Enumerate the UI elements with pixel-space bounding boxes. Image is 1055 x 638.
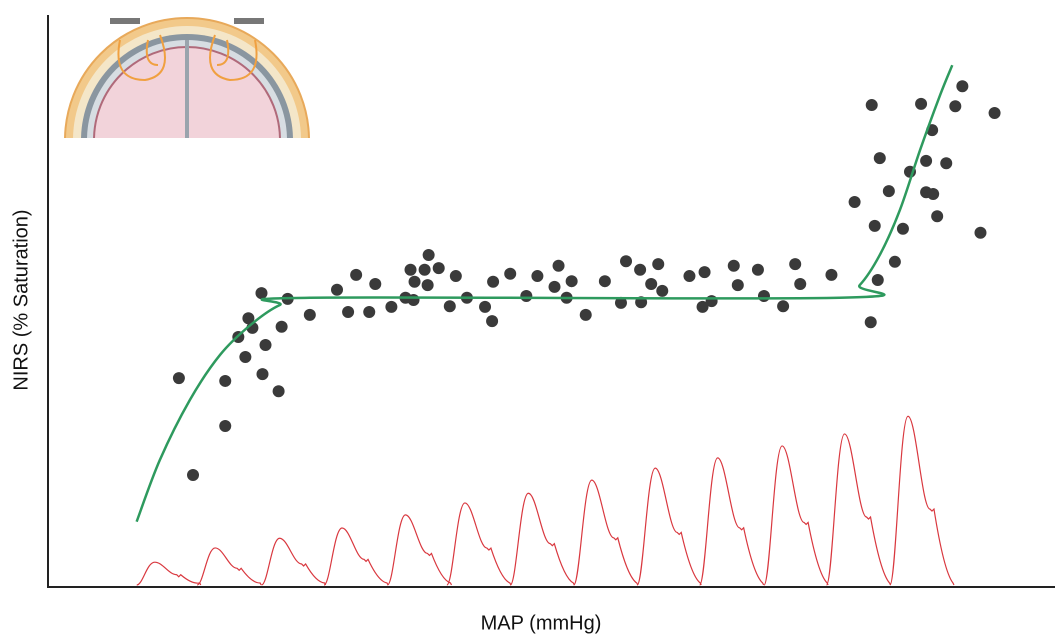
scatter-point [363, 305, 376, 318]
scatter-point [727, 259, 740, 272]
scatter-point [385, 300, 398, 313]
scatter-point [187, 468, 200, 481]
scatter-point [239, 351, 252, 363]
scatter-point [350, 268, 363, 281]
scatter-point [620, 255, 633, 268]
scatter-point [705, 295, 718, 308]
scatter-point [731, 279, 744, 292]
scatter-point [443, 300, 456, 313]
scatter-point [486, 315, 499, 328]
pulse-wave [573, 479, 639, 586]
scatter-point [974, 226, 987, 239]
scatter-point [940, 157, 953, 170]
pulse-wave [889, 415, 955, 586]
scatter-point [449, 270, 462, 283]
scatter-point [487, 275, 500, 288]
scatter-point [873, 152, 886, 165]
scatter-point [634, 263, 647, 276]
scatter-point [331, 283, 344, 296]
scatter-point [422, 248, 435, 261]
scatter-point [255, 287, 268, 300]
scatter-point [242, 312, 255, 325]
scatter-point [696, 300, 709, 313]
scatter-point [579, 308, 592, 321]
fit-curve [135, 64, 954, 523]
scatter-point [369, 278, 382, 291]
scatter-point [652, 258, 665, 271]
scatter-point [848, 195, 861, 208]
scatter-point [882, 185, 895, 198]
scatter-point [931, 210, 944, 223]
pulse-wave [509, 492, 575, 586]
scatter-point [303, 308, 316, 321]
scatter-point [757, 290, 770, 303]
scatter-point [825, 268, 838, 281]
pulse-wave [196, 547, 262, 586]
scatter-point [504, 267, 517, 280]
scatter-point [479, 300, 492, 313]
scatter-point [418, 263, 431, 276]
y-axis-label: NIRS (% Saturation) [10, 209, 32, 390]
scatter-point [949, 100, 962, 113]
brain-illustration [64, 17, 310, 138]
scatter-point [656, 284, 669, 297]
scatter-point [421, 279, 434, 292]
scatter-point [548, 280, 561, 293]
scatter-point [256, 368, 269, 381]
scatter-point [614, 296, 627, 309]
scatter-point [865, 99, 878, 112]
scatter-point [927, 187, 940, 200]
scatter-point [272, 385, 285, 398]
scatter-point [275, 320, 288, 333]
scatter-point [259, 339, 272, 352]
scatter-point [988, 107, 1001, 120]
scatter-point [868, 219, 881, 232]
scatter-point [172, 372, 185, 385]
scatter-point [864, 316, 877, 329]
scatter-point [915, 97, 928, 110]
pulse-wave [699, 457, 765, 586]
scatter-point [552, 259, 565, 272]
scatter-point [683, 270, 696, 283]
scatter-point [698, 266, 711, 279]
scatter-point [219, 419, 232, 432]
pulse-wave [446, 502, 512, 586]
x-axis-label: MAP (mmHg) [481, 612, 602, 634]
scatter-point [751, 263, 764, 276]
scatter-point [407, 294, 420, 306]
scatter-point [404, 263, 417, 276]
scatter-point [342, 305, 355, 318]
scatter-point [531, 270, 544, 283]
scatter-point [896, 222, 909, 235]
scatter-point [520, 290, 533, 303]
pulse-wave [386, 514, 453, 586]
pulse-wave [136, 561, 202, 586]
scatter-point [432, 262, 445, 275]
scatter-point [598, 275, 611, 288]
scatter-point [888, 255, 901, 268]
pulse-wave [763, 445, 829, 586]
scatter-point [408, 275, 421, 288]
pulse-wave [825, 433, 892, 586]
scatter-point [871, 274, 884, 287]
scatter-point [956, 80, 969, 93]
scatter-point [794, 278, 807, 291]
pulse-wave [636, 467, 702, 586]
scatter-point [920, 154, 933, 167]
pulse-wave [261, 537, 327, 586]
scatter-point [777, 300, 790, 313]
scatter-point [219, 374, 232, 387]
pulse-wave [323, 527, 389, 586]
scatter-point [645, 278, 658, 291]
scatter-point [565, 275, 578, 288]
scatter-point [789, 258, 802, 271]
